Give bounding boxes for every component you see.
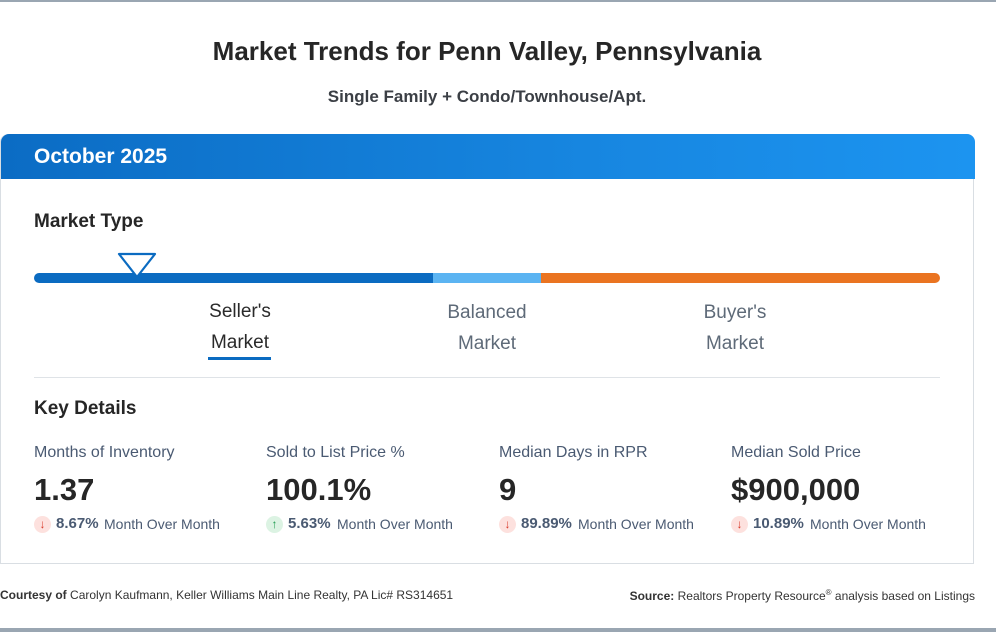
change-percent: 8.67% [56, 515, 99, 532]
page-subtitle: Single Family + Condo/Townhouse/Apt. [327, 87, 647, 106]
courtesy-line: Courtesy of Carolyn Kaufmann, Keller Wil… [0, 588, 453, 602]
metric-label: Sold to List Price % [266, 444, 405, 461]
balanced-label-line2: Market [457, 333, 517, 354]
courtesy-label: Courtesy of [0, 588, 67, 602]
metric-value: 9 [499, 472, 517, 507]
active-market-underline [208, 357, 271, 360]
change-period: Month Over Month [578, 516, 694, 532]
registered-mark: ® [825, 588, 832, 597]
buyer-label-line2: Market [705, 333, 765, 354]
period-title: October 2025 [34, 145, 168, 168]
arrow-up-icon: ↑ [266, 516, 283, 533]
bottom-border [0, 628, 996, 632]
seller-market-label: Seller's Market [190, 296, 290, 358]
change-percent: 10.89% [753, 515, 804, 532]
triangle-marker-icon [117, 252, 157, 279]
metric-label: Months of Inventory [34, 444, 175, 461]
balanced-market-label: Balanced Market [427, 297, 547, 359]
source-line: Source: Realtors Property Resource® anal… [630, 588, 975, 603]
change-period: Month Over Month [104, 516, 220, 532]
page-title: Market Trends for Penn Valley, Pennsylva… [212, 36, 762, 66]
change-percent: 89.89% [521, 515, 572, 532]
metric-label: Median Sold Price [731, 444, 861, 461]
buyer-label-line1: Buyer's [703, 302, 767, 323]
metric-value: 100.1% [266, 472, 372, 507]
section-divider [34, 377, 940, 378]
buyer-market-label: Buyer's Market [675, 297, 795, 359]
source-text-b: analysis based on Listings [831, 589, 975, 603]
buyer-market-segment [541, 273, 940, 283]
change-percent: 5.63% [288, 515, 331, 532]
arrow-down-icon: ↓ [34, 516, 51, 533]
source-text-a: Realtors Property Resource [677, 589, 826, 603]
top-border [0, 0, 996, 2]
market-card: October 2025 [0, 134, 975, 564]
arrow-down-icon: ↓ [731, 516, 748, 533]
arrow-down-icon: ↓ [499, 516, 516, 533]
seller-label-line1: Seller's [209, 301, 271, 322]
source-label: Source: [629, 589, 675, 603]
balanced-label-line1: Balanced [447, 302, 527, 323]
card-header: October 2025 [1, 134, 975, 179]
seller-label-line2: Market [210, 332, 270, 353]
seller-market-segment [34, 273, 433, 283]
change-period: Month Over Month [337, 516, 453, 532]
metric-label: Median Days in RPR [499, 444, 648, 461]
change-period: Month Over Month [810, 516, 926, 532]
courtesy-text: Carolyn Kaufmann, Keller Williams Main L… [70, 588, 454, 602]
balanced-market-segment [433, 273, 541, 283]
market-type-heading: Market Type [34, 211, 144, 232]
metric-value: 1.37 [34, 472, 95, 507]
key-details-heading: Key Details [34, 398, 137, 419]
metric-value: $900,000 [731, 472, 861, 507]
